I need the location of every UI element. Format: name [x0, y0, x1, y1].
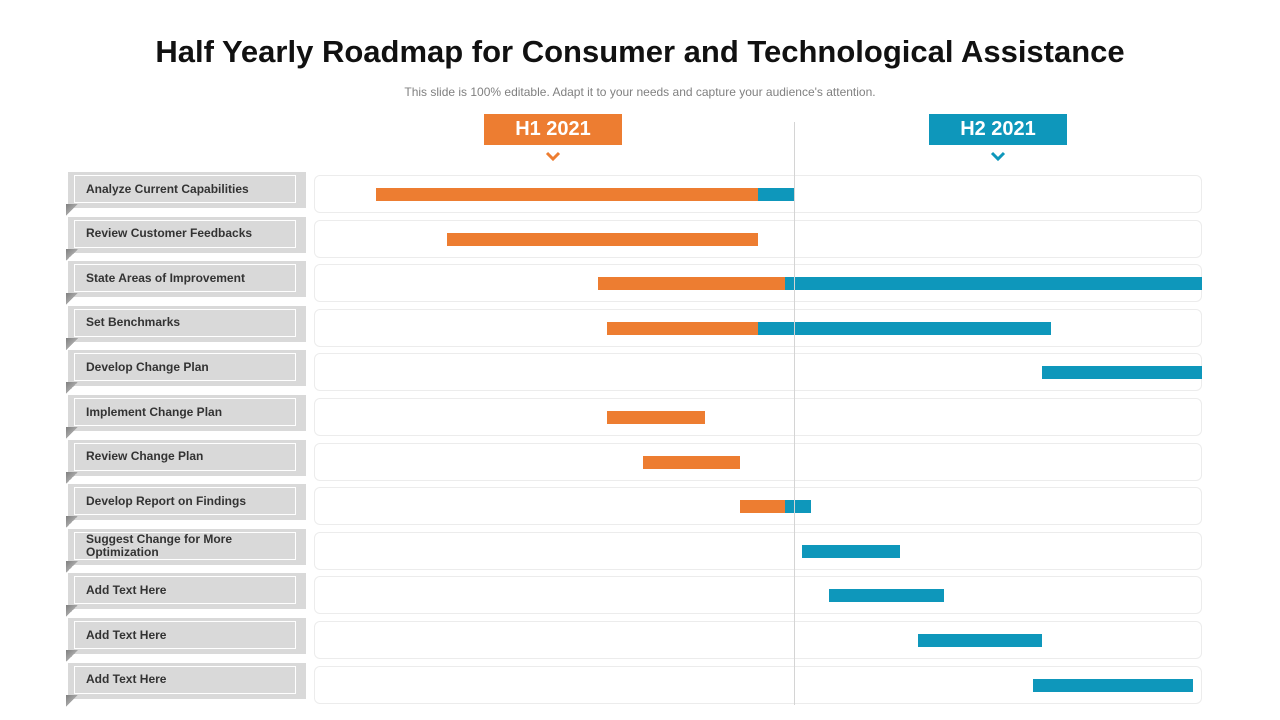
page-title: Half Yearly Roadmap for Consumer and Tec… — [155, 34, 1125, 69]
task-label: Develop Change Plan — [74, 353, 296, 382]
task-bar-h2 — [829, 589, 945, 603]
task-label: Implement Change Plan — [74, 398, 296, 426]
task-timeline-track — [314, 442, 1202, 481]
task-label-tab: Implement Change Plan — [66, 395, 306, 439]
task-label-tab: Add Text Here — [66, 662, 306, 707]
task-timeline-track — [314, 398, 1202, 436]
task-timeline-track — [314, 531, 1202, 570]
period-header-h2: H2 2021 — [929, 114, 1067, 145]
task-bar-h1 — [607, 411, 705, 424]
task-label: Develop Report on Findings — [74, 487, 296, 516]
chevron-down-icon — [545, 151, 561, 162]
task-label-tab: Add Text Here — [66, 618, 306, 662]
task-bar-h1 — [447, 232, 758, 246]
task-bar-h2 — [784, 277, 1202, 291]
period-header-h1: H1 2021 — [484, 114, 622, 145]
task-label-tab: State Areas of Improvement — [66, 261, 306, 306]
task-label-tab: Develop Change Plan — [66, 350, 306, 395]
task-label-tab: Develop Report on Findings — [66, 484, 306, 529]
task-label-tab: Review Change Plan — [66, 439, 306, 484]
task-label-tab: Add Text Here — [66, 573, 306, 618]
half-divider-line — [794, 122, 795, 705]
task-timeline-track — [314, 621, 1202, 659]
task-label-tab: Set Benchmarks — [66, 305, 306, 350]
task-label-tab: Review Customer Feedbacks — [66, 216, 306, 261]
task-label: Add Text Here — [74, 576, 296, 605]
task-bar-h1 — [607, 321, 758, 335]
task-label: Review Customer Feedbacks — [74, 219, 296, 248]
page-subtitle: This slide is 100% editable. Adapt it to… — [404, 85, 876, 99]
task-bar-h2 — [1033, 678, 1194, 692]
task-label: Add Text Here — [74, 621, 296, 649]
task-bar-h2 — [1042, 366, 1202, 380]
task-label: Review Change Plan — [74, 442, 296, 471]
task-label-tab: Analyze Current Capabilities — [66, 172, 306, 216]
task-label-tab: Suggest Change for More Optimization — [66, 528, 306, 573]
chevron-down-icon — [990, 151, 1006, 162]
task-bar-h2 — [917, 634, 1043, 647]
task-bar-h1 — [376, 188, 758, 201]
task-bar-h2 — [758, 321, 1052, 335]
task-label: Set Benchmarks — [74, 308, 296, 337]
task-bar-h1 — [642, 455, 741, 469]
task-bar-h2 — [758, 188, 794, 201]
task-bar-h2 — [784, 500, 812, 514]
task-label: State Areas of Improvement — [74, 264, 296, 293]
task-timeline-track — [314, 576, 1202, 615]
task-bar-h1 — [740, 500, 785, 514]
task-label: Analyze Current Capabilities — [74, 175, 296, 203]
task-label: Suggest Change for More Optimization — [74, 531, 296, 560]
task-bar-h1 — [598, 277, 785, 291]
task-bar-h2 — [802, 544, 901, 558]
task-label: Add Text Here — [74, 665, 296, 694]
